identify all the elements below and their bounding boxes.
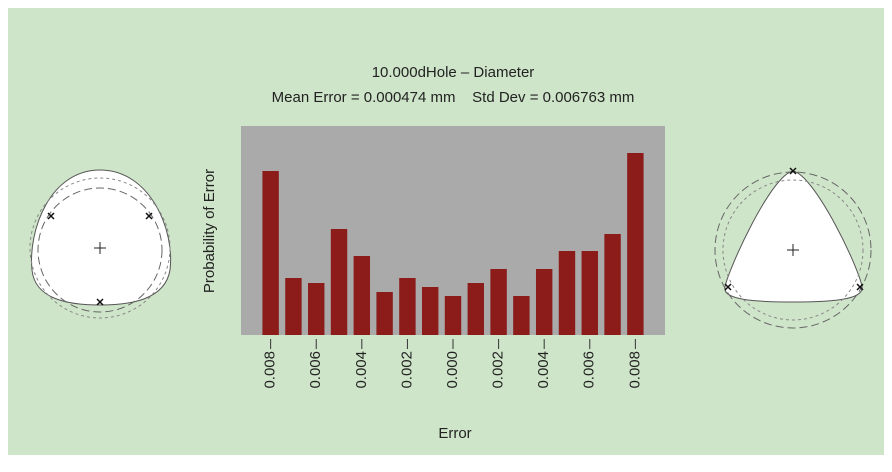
x-tick-label: 0.004: [353, 351, 370, 389]
x-tick-label: 0.006: [581, 351, 598, 389]
x-axis-label: Error: [438, 425, 471, 442]
bar: [444, 296, 462, 335]
left-profile: [29, 169, 172, 319]
x-tick-label: 0.004: [535, 351, 552, 389]
bar: [558, 251, 576, 335]
x-tick-label: 0.000: [444, 351, 461, 389]
x-tick-label: 0.008: [626, 351, 643, 389]
bar: [285, 278, 302, 335]
bar: [399, 278, 416, 335]
x-tick-label: 0.006: [307, 351, 324, 389]
x-tick-label: 0.002: [490, 351, 507, 389]
bar: [581, 251, 598, 335]
chart-subtitle: Mean Error = 0.000474 mm Std Dev = 0.006…: [272, 89, 635, 106]
bar: [490, 269, 507, 335]
bar: [627, 153, 644, 335]
bar: [308, 283, 325, 335]
chart-title: 10.000dHole – Diameter: [372, 64, 535, 81]
bar: [262, 171, 279, 335]
bar: [376, 292, 393, 335]
bar: [421, 287, 439, 335]
bar: [353, 256, 371, 335]
bar: [330, 229, 348, 335]
x-tick-label: 0.002: [398, 351, 415, 389]
right-profile: [714, 167, 872, 329]
bar: [535, 269, 553, 335]
x-tick-label: 0.008: [262, 351, 279, 389]
bar: [604, 234, 621, 335]
y-axis-label: Probability of Error: [201, 169, 218, 293]
bar: [467, 283, 485, 335]
bar: [513, 296, 530, 335]
